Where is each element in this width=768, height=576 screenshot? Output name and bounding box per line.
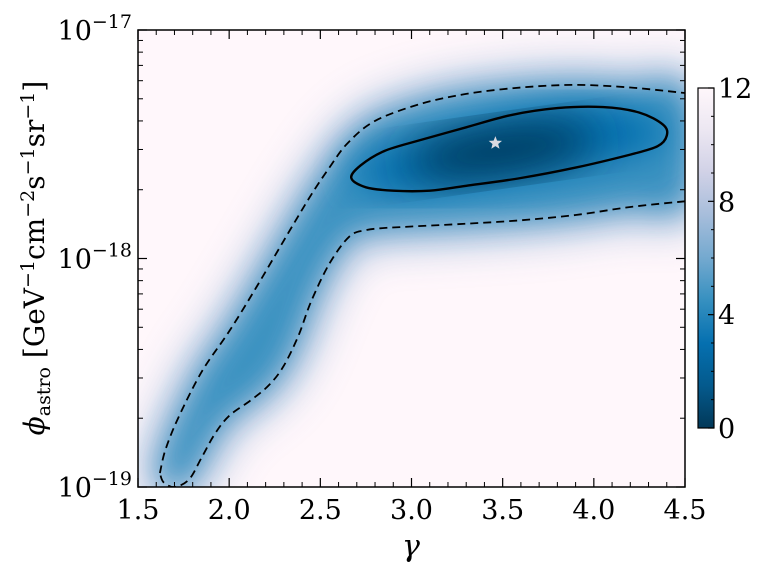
colorbar-tick-label: 8 bbox=[718, 187, 735, 218]
contours bbox=[159, 83, 685, 487]
density-band bbox=[159, 83, 685, 487]
x-axis: 1.5 2.0 2.5 3.0 3.5 4.0 4.5 bbox=[117, 30, 707, 526]
y-tick-label: 10−18 bbox=[58, 240, 132, 276]
best-fit-star-icon bbox=[488, 136, 502, 149]
contour-dashed-lower bbox=[159, 200, 685, 487]
colorbar-tick-label: 4 bbox=[718, 301, 735, 332]
contour-solid bbox=[350, 105, 669, 193]
x-axis-title: γ bbox=[402, 529, 420, 564]
colorbar-ticks: 0 4 8 12 bbox=[708, 74, 752, 445]
x-tick-label: 1.5 bbox=[117, 495, 160, 526]
y-tick-label: 10−17 bbox=[58, 11, 132, 47]
x-tick-label: 3.5 bbox=[481, 495, 524, 526]
x-tick-label: 3.0 bbox=[390, 495, 433, 526]
contour-dashed-upper bbox=[159, 83, 685, 474]
density-core-peak bbox=[407, 123, 596, 178]
y-tick-label: 10−19 bbox=[58, 468, 132, 504]
y-axis-title: ϕastro [GeV−1cm−2s−1sr−1] bbox=[17, 81, 55, 436]
y-axis: 10−19 10−18 10−17 bbox=[58, 11, 685, 504]
colorbar-tick-label: 0 bbox=[718, 414, 735, 445]
x-tick-label: 4.0 bbox=[572, 495, 615, 526]
colorbar-tick-label: 12 bbox=[718, 74, 752, 105]
x-tick-label: 2.0 bbox=[208, 495, 251, 526]
x-tick-label: 4.5 bbox=[664, 495, 707, 526]
x-tick-label: 2.5 bbox=[299, 495, 342, 526]
